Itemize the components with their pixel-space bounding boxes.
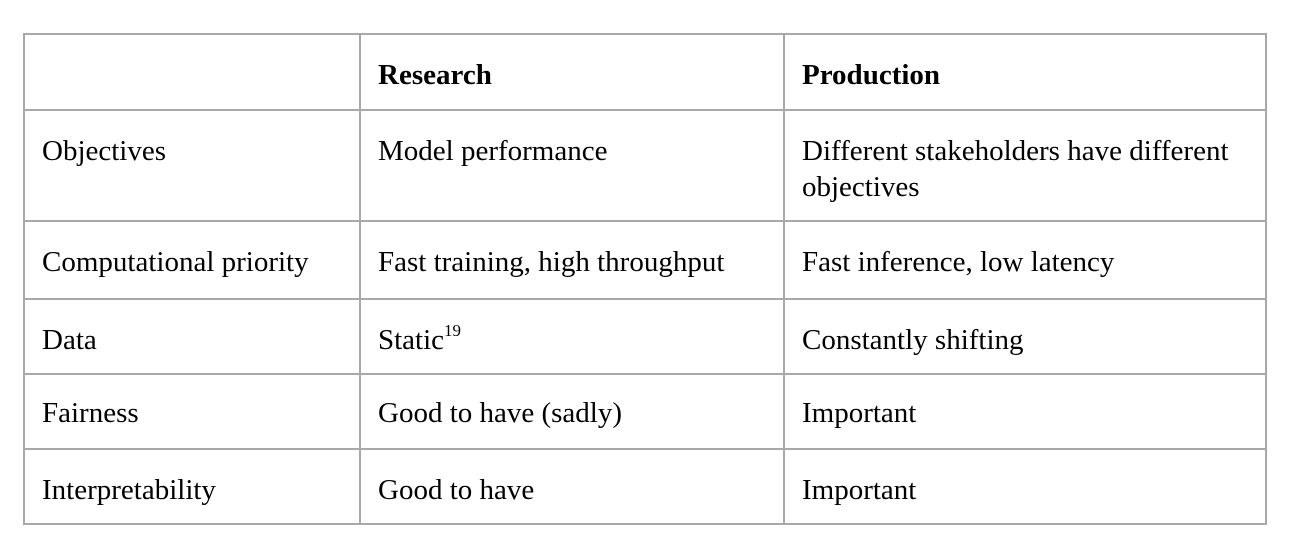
research-cell: Static19 [359, 298, 785, 375]
row-label: Fairness [23, 373, 361, 450]
row-label: Objectives [23, 109, 361, 222]
production-cell: Different stakeholders have different ob… [783, 109, 1267, 222]
production-cell: Fast inference, low latency [783, 220, 1267, 300]
footnote-marker: 19 [444, 321, 462, 340]
production-cell: Constantly shifting [783, 298, 1267, 375]
row-label: Computational priority [23, 220, 361, 300]
header-cell-empty [23, 33, 361, 111]
table-row: Computational priority Fast training, hi… [23, 220, 1267, 300]
research-cell: Fast training, high throughput [359, 220, 785, 300]
table-row: Interpretability Good to have Important [23, 448, 1267, 525]
production-cell: Important [783, 448, 1267, 525]
table-row: Data Static19 Constantly shifting [23, 298, 1267, 375]
table-row: Objectives Model performance Different s… [23, 109, 1267, 222]
header-cell-research: Research [359, 33, 785, 111]
production-cell: Important [783, 373, 1267, 450]
table-row: Fairness Good to have (sadly) Important [23, 373, 1267, 450]
header-cell-production: Production [783, 33, 1267, 111]
row-label: Interpretability [23, 448, 361, 525]
header-row: Research Production [23, 33, 1267, 111]
research-cell: Good to have (sadly) [359, 373, 785, 450]
comparison-table: Research Production Objectives Model per… [23, 33, 1267, 525]
research-cell: Good to have [359, 448, 785, 525]
research-cell-text: Static [378, 324, 445, 356]
research-cell: Model performance [359, 109, 785, 222]
row-label: Data [23, 298, 361, 375]
